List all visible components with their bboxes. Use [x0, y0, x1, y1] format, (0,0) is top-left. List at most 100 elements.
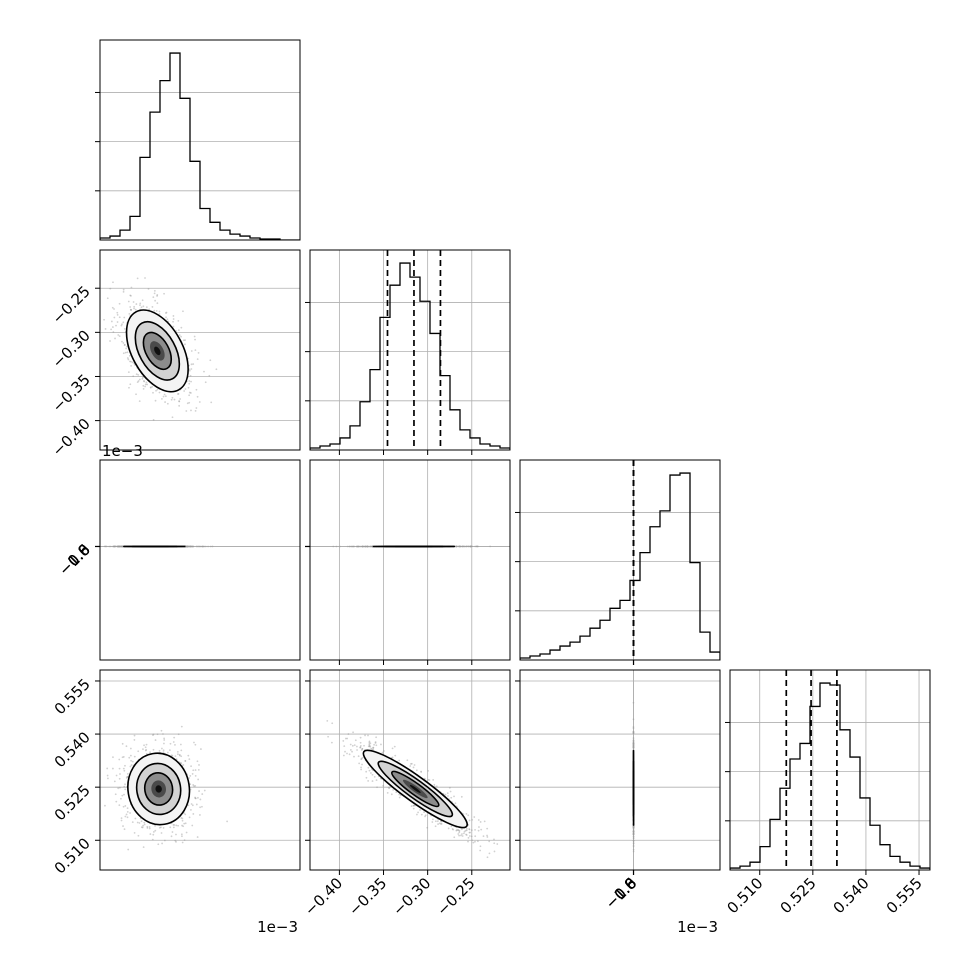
scatter-point-3-1	[419, 809, 421, 811]
scatter-point-1-0	[183, 390, 186, 392]
scatter-point-3-0	[126, 810, 129, 813]
scatter-point-3-1	[376, 786, 378, 789]
scatter-point-3-0	[111, 767, 114, 770]
y-tick-label-3-3: 0.555	[51, 675, 94, 718]
scatter-point-3-2	[632, 830, 635, 833]
scatter-point-3-0	[179, 743, 182, 746]
scatter-point-3-1	[474, 835, 477, 838]
scatter-point-1-0	[126, 357, 129, 359]
scatter-point-3-1	[359, 736, 362, 739]
scatter-point-3-1	[375, 779, 378, 782]
scatter-point-1-0	[129, 383, 132, 386]
scatter-point-3-0	[182, 763, 185, 766]
scatter-point-3-0	[130, 764, 133, 766]
scatter-point-3-2	[632, 833, 635, 836]
scatter-point-3-0	[133, 739, 136, 741]
scatter-point-1-0	[188, 391, 191, 394]
scatter-point-2-1	[363, 545, 366, 548]
scatter-point-2-1	[469, 545, 472, 548]
scatter-point-3-0	[128, 756, 131, 759]
scatter-point-3-0	[118, 767, 121, 770]
scatter-point-3-1	[437, 823, 439, 825]
scatter-point-3-0	[141, 826, 144, 829]
scatter-point-1-0	[160, 398, 163, 400]
scatter-point-2-0	[191, 545, 194, 548]
scatter-point-3-0	[143, 744, 145, 747]
scatter-point-3-0	[171, 754, 174, 757]
scatter-point-3-1	[357, 755, 360, 758]
scatter-point-1-0	[116, 311, 119, 314]
scatter-point-3-0	[177, 824, 179, 827]
scatter-point-3-0	[201, 793, 204, 795]
density-contour-3-0-4	[155, 785, 162, 793]
scatter-point-2-1	[366, 545, 368, 548]
scatter-point-1-0	[116, 321, 119, 323]
scatter-point-2-1	[357, 545, 360, 548]
scatter-point-3-0	[162, 749, 165, 752]
scatter-point-2-1	[462, 545, 465, 548]
scatter-point-3-1	[344, 750, 346, 753]
scatter-point-1-0	[123, 343, 126, 346]
scatter-point-3-0	[184, 760, 187, 762]
scatter-point-3-0	[190, 803, 193, 805]
scatter-point-2-0	[201, 545, 204, 548]
scatter-point-1-0	[164, 395, 167, 398]
scatter-point-2-0	[121, 545, 124, 548]
scatter-point-1-0	[109, 340, 111, 342]
scatter-point-3-1	[360, 768, 363, 771]
scatter-point-1-0	[122, 342, 125, 344]
scatter-point-1-0	[141, 377, 144, 380]
scatter-point-2-0	[119, 545, 122, 548]
scatter-point-3-1	[363, 744, 365, 747]
scatter-point-2-1	[469, 545, 472, 548]
scatter-point-3-0	[121, 742, 124, 745]
scatter-point-3-1	[388, 787, 391, 790]
scatter-point-3-1	[471, 839, 474, 842]
scatter-point-3-0	[192, 784, 195, 786]
scatter-point-2-0	[190, 545, 193, 548]
scatter-point-3-1	[358, 762, 361, 765]
scatter-point-1-0	[154, 399, 157, 402]
scatter-point-3-1	[371, 748, 373, 751]
scatter-point-2-0	[196, 545, 199, 548]
scatter-point-2-0	[118, 545, 121, 548]
scatter-point-3-1	[381, 751, 384, 754]
scatter-point-1-0	[155, 389, 157, 392]
scatter-point-2-0	[108, 545, 111, 548]
scatter-point-3-1	[373, 743, 376, 746]
scatter-point-3-0	[124, 805, 127, 807]
scatter-point-3-1	[330, 741, 333, 744]
scatter-point-3-1	[368, 741, 371, 744]
scatter-point-1-0	[129, 306, 132, 308]
scatter-point-3-0	[142, 846, 145, 849]
scatter-point-3-2	[632, 829, 635, 831]
panel-frame-2-0	[99, 459, 301, 661]
scatter-point-1-0	[149, 386, 152, 389]
scatter-point-2-1	[361, 545, 364, 548]
scatter-point-3-1	[351, 750, 353, 753]
scatter-point-3-1	[449, 790, 452, 793]
histogram-2	[520, 472, 720, 660]
scatter-point-3-1	[342, 754, 345, 757]
scatter-point-1-0	[133, 305, 136, 308]
scatter-point-3-0	[146, 827, 149, 829]
scatter-point-2-0	[186, 545, 189, 548]
scatter-point-3-1	[398, 796, 401, 799]
scatter-point-3-1	[478, 826, 480, 828]
scatter-point-2-1	[356, 545, 359, 548]
scatter-point-1-0	[188, 368, 191, 371]
scatter-point-3-0	[123, 769, 126, 772]
scatter-point-3-1	[457, 833, 460, 835]
scatter-point-1-0	[109, 287, 112, 290]
scatter-point-2-1	[458, 545, 461, 548]
scatter-point-3-0	[193, 741, 195, 744]
scatter-point-1-0	[132, 375, 135, 378]
scatter-point-3-0	[180, 725, 183, 728]
scatter-point-1-0	[113, 316, 116, 319]
scatter-point-3-1	[465, 829, 468, 832]
scatter-point-3-0	[178, 753, 181, 756]
scatter-point-3-1	[448, 786, 451, 789]
scatter-point-3-1	[364, 734, 366, 737]
scatter-point-2-1	[357, 545, 360, 548]
scatter-point-2-0	[188, 545, 190, 548]
